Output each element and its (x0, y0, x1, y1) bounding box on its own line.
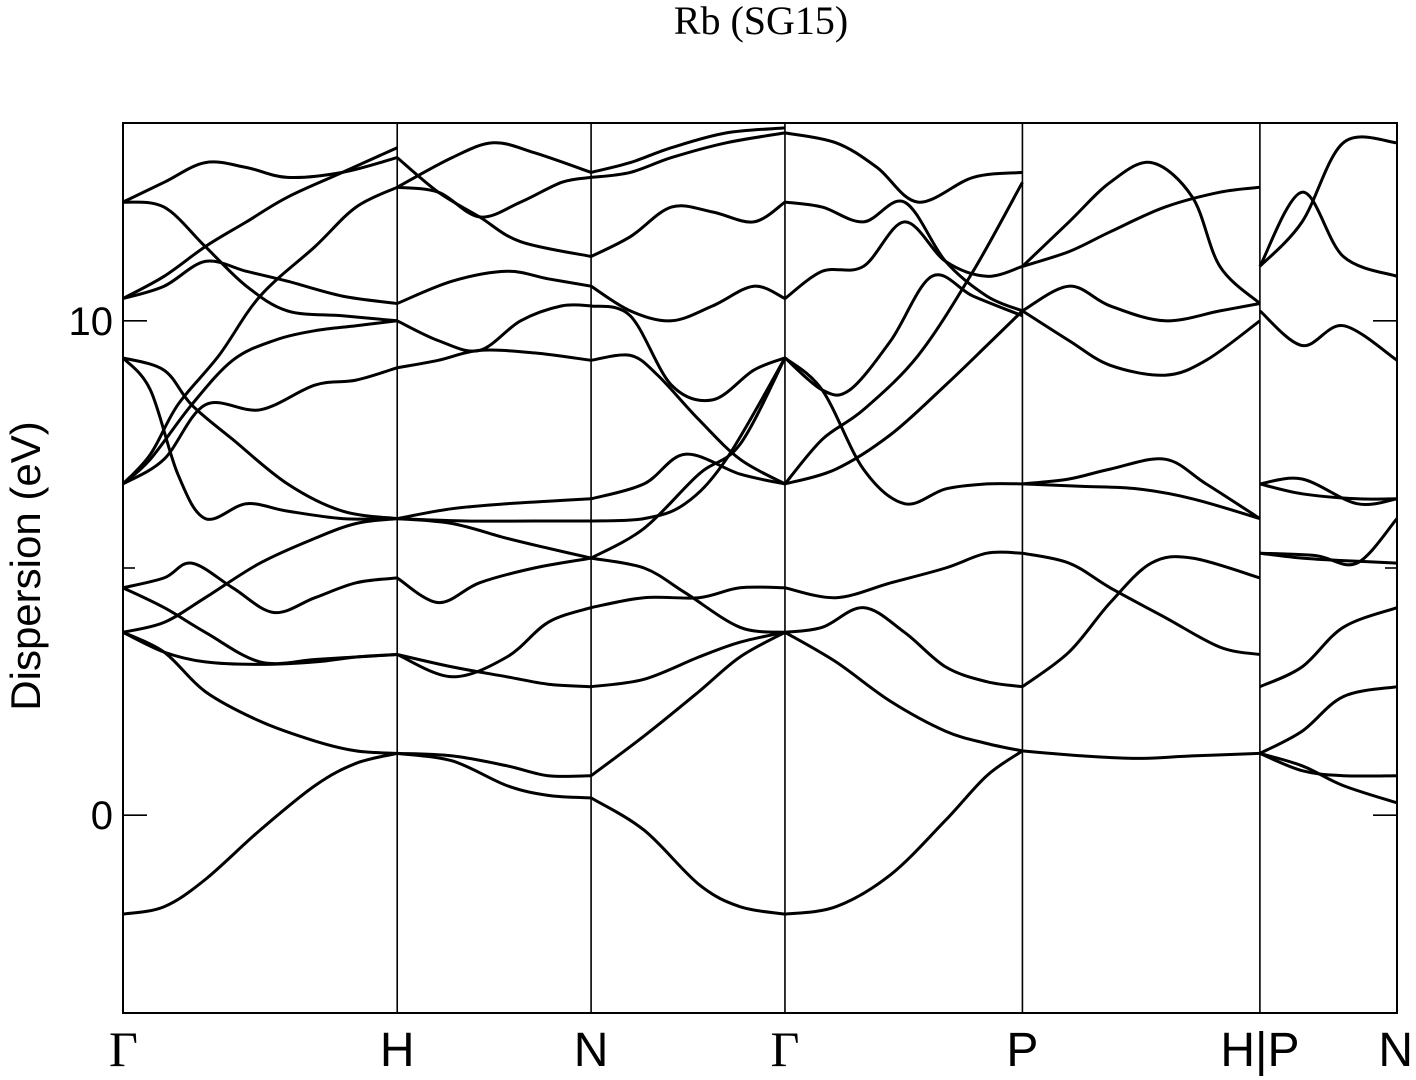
band-line (590, 126, 786, 174)
band-line (1021, 309, 1261, 377)
band-line (590, 304, 786, 403)
band-line (1259, 685, 1397, 755)
band-line (784, 309, 1024, 486)
band-line (397, 517, 592, 523)
bands (123, 126, 1397, 916)
band-line (123, 630, 398, 755)
band-line (123, 185, 398, 485)
band-line (1021, 284, 1261, 323)
band-line (784, 749, 1024, 916)
band-line (396, 156, 592, 258)
band-line (1021, 185, 1261, 268)
x-kpoint-label: H|P (1220, 1024, 1299, 1077)
y-axis-label: Dispersion (eV) (2, 421, 49, 710)
band-line (396, 751, 592, 800)
band-line (123, 751, 398, 916)
band-line (590, 353, 786, 486)
band-line (396, 141, 592, 189)
band-line (1259, 551, 1397, 565)
band-line (396, 653, 592, 689)
kpoint-lines (396, 123, 1261, 1013)
x-kpoint-label: Γ (771, 1021, 800, 1077)
band-line (590, 284, 786, 323)
band-line (396, 303, 592, 353)
band-line (396, 348, 592, 370)
band-line (784, 550, 1023, 600)
band-line (397, 517, 592, 560)
band-line (784, 606, 1023, 689)
chart-title: Rb (SG15) (674, 0, 848, 43)
band-line (590, 630, 786, 777)
band-line (123, 586, 398, 666)
band-line (1259, 751, 1397, 805)
band-line (591, 357, 787, 523)
band-line (1022, 482, 1261, 521)
band-line (590, 131, 786, 179)
band-line (123, 356, 398, 521)
band-line (123, 366, 398, 486)
band-line (784, 199, 1023, 313)
band-line (1021, 160, 1261, 305)
y-tick-label: 0 (91, 794, 113, 838)
band-line (1258, 135, 1397, 268)
band-line (123, 259, 398, 305)
x-kpoint-label: N (1378, 1024, 1413, 1077)
band-line (590, 796, 786, 916)
band-line (123, 319, 398, 486)
x-kpoint-label: Γ (109, 1021, 138, 1077)
band-line (1022, 749, 1260, 760)
band-line (1258, 190, 1397, 278)
band-line (1259, 476, 1397, 506)
band-line (784, 131, 1023, 204)
band-line (784, 631, 1023, 753)
band-line (123, 561, 398, 615)
band-line (590, 357, 787, 560)
band-line (590, 630, 786, 689)
band-line (396, 556, 592, 605)
band-line (590, 452, 786, 501)
band-line (784, 356, 1023, 506)
band-line (1259, 517, 1397, 567)
band-line (1259, 482, 1397, 501)
band-line (396, 497, 592, 521)
band-line (590, 556, 786, 634)
band-line (396, 269, 592, 305)
band-line (123, 156, 398, 204)
band-line (1022, 457, 1261, 520)
y-ticks: 0 10 (69, 300, 1397, 838)
band-line (784, 220, 1023, 300)
band-line (1258, 309, 1397, 362)
band-line (123, 517, 398, 634)
y-tick-label: 10 (69, 300, 114, 344)
band-line (397, 751, 592, 778)
band-line (1022, 551, 1261, 656)
band-line (396, 606, 592, 679)
x-kpoint-label: H (380, 1024, 415, 1077)
x-kpoint-label: P (1006, 1024, 1038, 1077)
band-line (784, 273, 1023, 397)
x-kpoint-label: N (574, 1024, 609, 1077)
band-line (590, 200, 786, 258)
band-line (123, 200, 398, 323)
band-line (590, 585, 786, 610)
band-line (123, 356, 398, 521)
band-line (1259, 606, 1397, 689)
band-line (123, 630, 398, 666)
band-line (1259, 752, 1397, 778)
x-kpoint-labels: Γ H N Γ P H|P N (109, 1021, 1413, 1077)
band-line (1021, 555, 1261, 688)
plot-frame (122, 122, 1398, 1014)
band-line (783, 181, 1024, 485)
